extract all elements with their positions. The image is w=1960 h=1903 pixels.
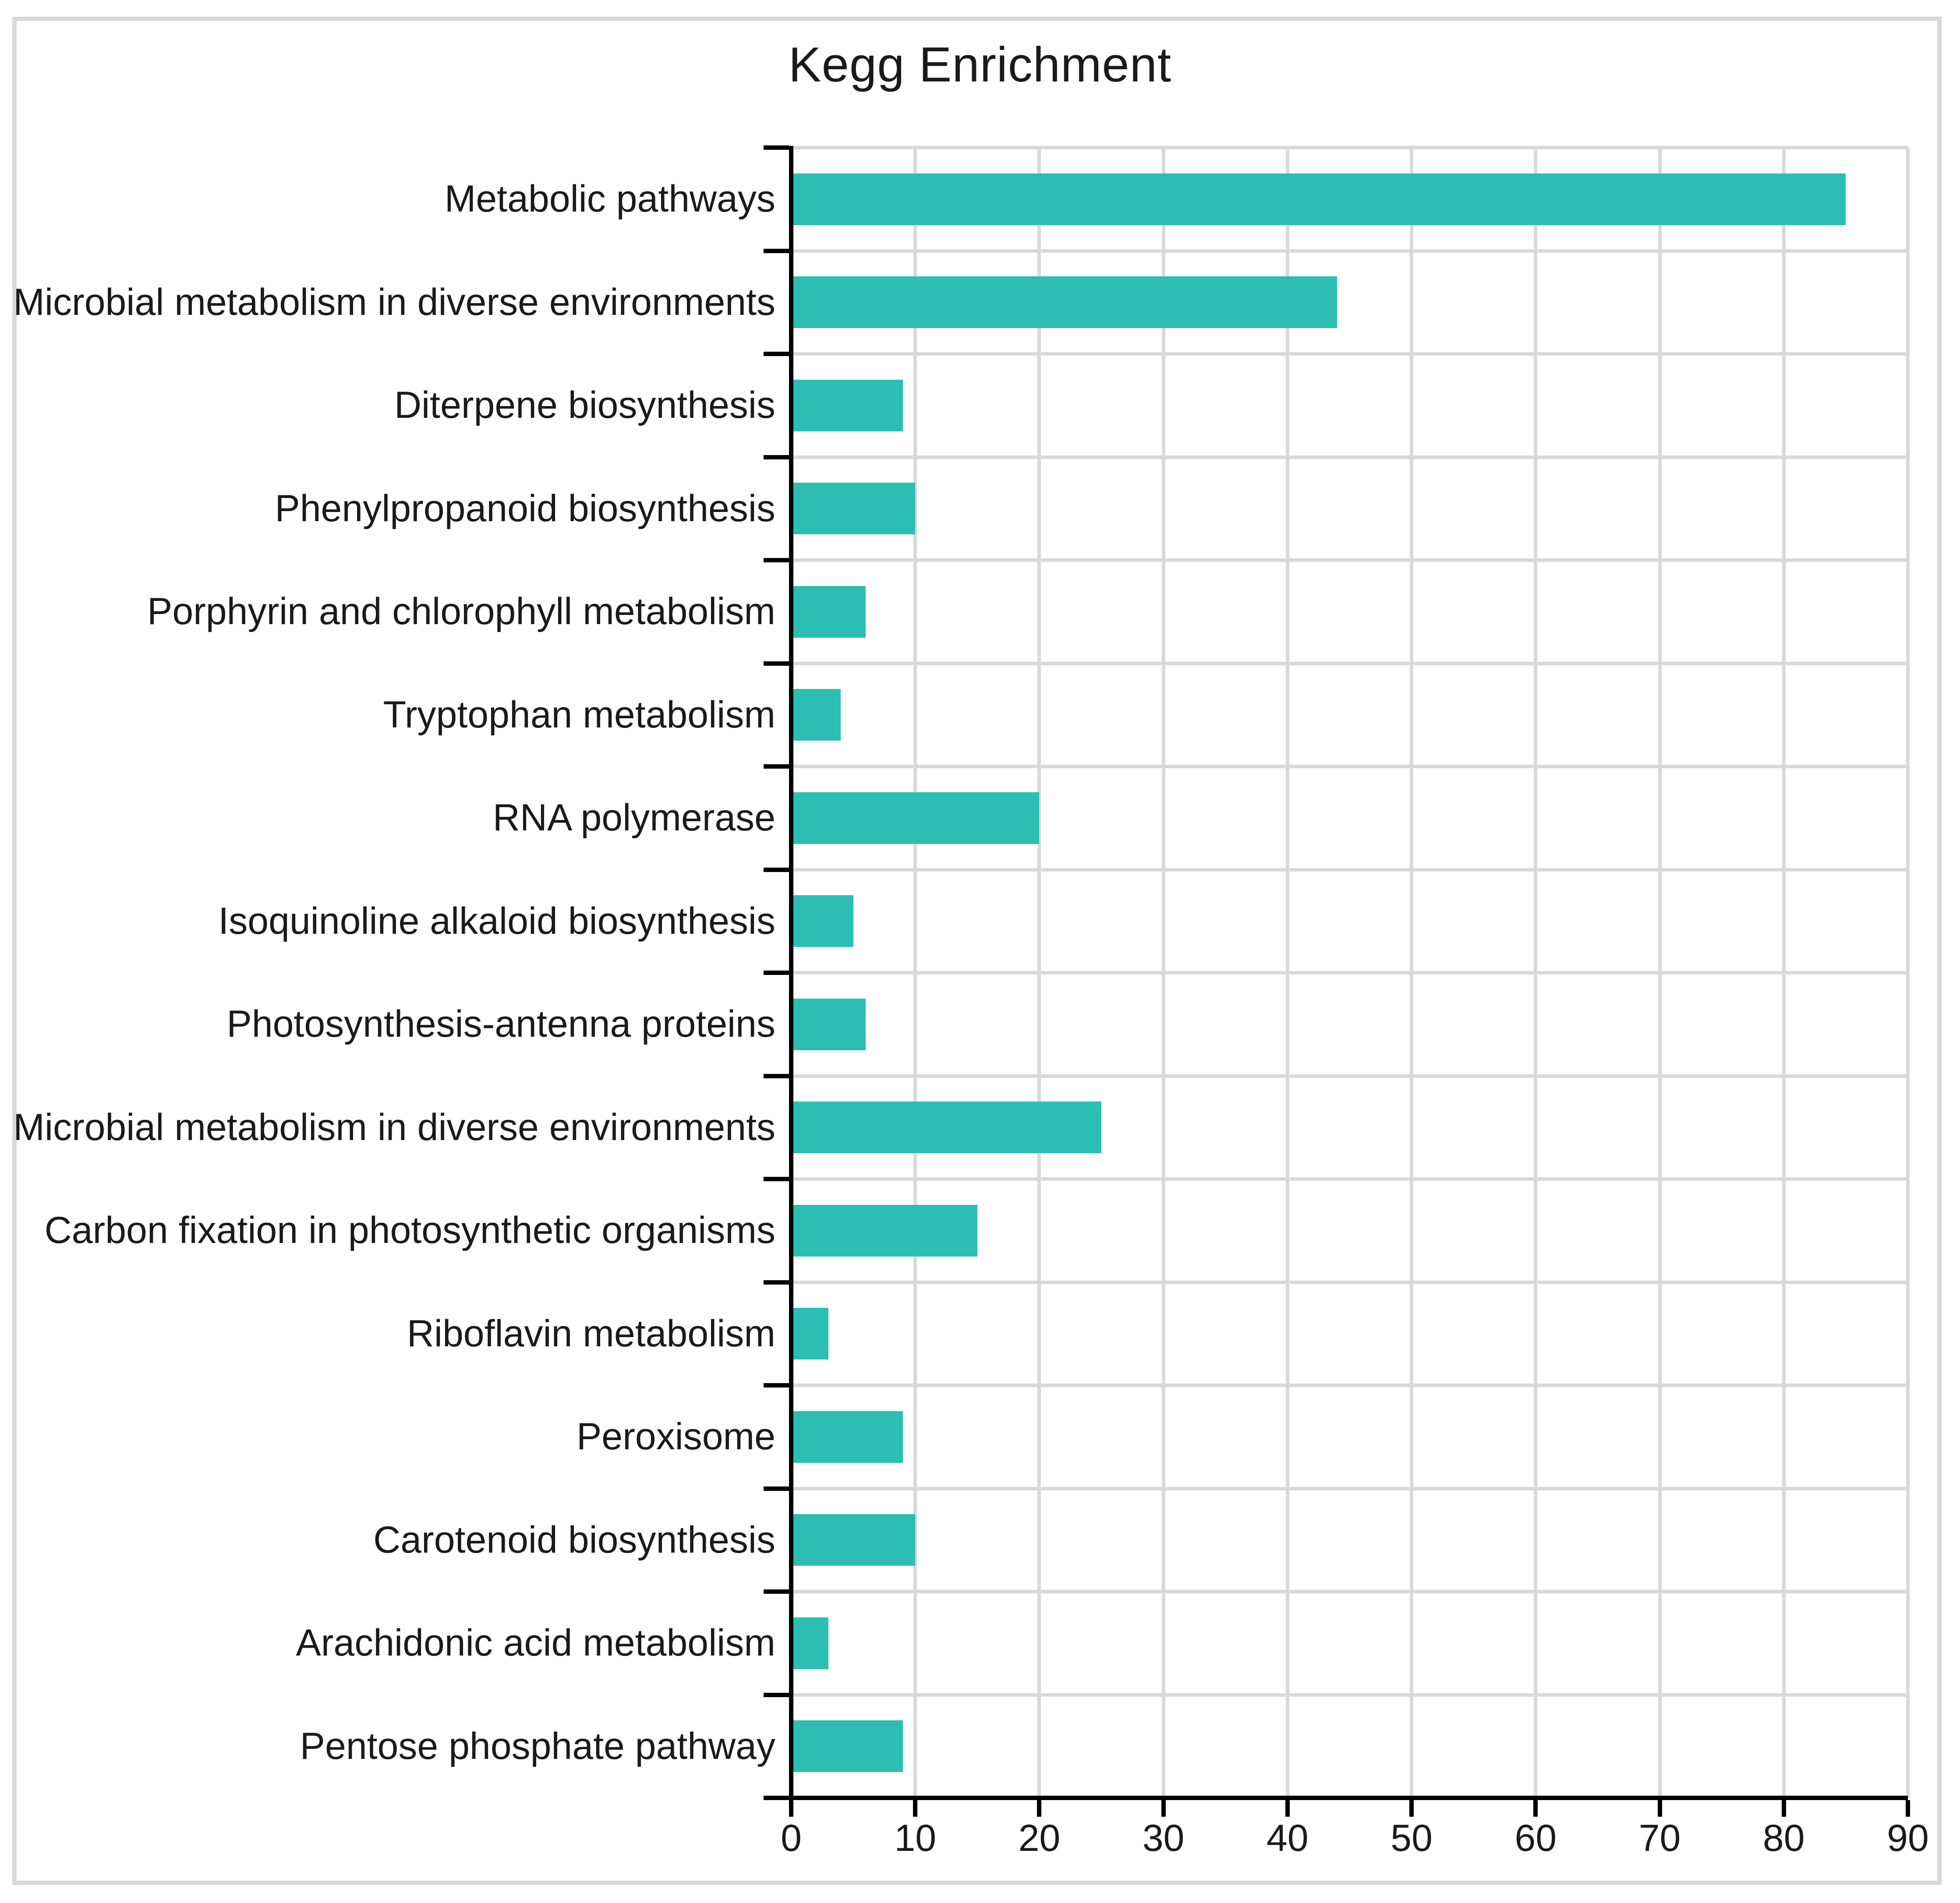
- v-gridline: [1534, 148, 1538, 1798]
- x-axis-tick: [1781, 1800, 1786, 1817]
- x-axis-tick: [1037, 1800, 1042, 1817]
- x-axis-tick: [1533, 1800, 1538, 1817]
- x-axis-tick: [789, 1800, 793, 1817]
- h-gridline: [791, 765, 1908, 768]
- bar: [793, 689, 841, 741]
- y-axis-tick: [764, 1692, 789, 1697]
- h-gridline: [791, 868, 1908, 872]
- y-axis-tick: [764, 352, 789, 356]
- x-axis-tick: [1409, 1800, 1414, 1817]
- h-gridline: [791, 455, 1908, 459]
- bar: [793, 792, 1040, 844]
- category-label: Porphyrin and chlorophyll metabolism: [147, 590, 775, 633]
- y-axis-tick: [764, 1073, 789, 1078]
- v-gridline: [1782, 148, 1786, 1798]
- h-gridline: [791, 352, 1908, 356]
- bar: [793, 895, 853, 947]
- x-axis-tick: [913, 1800, 918, 1817]
- x-axis-tick: [1657, 1800, 1662, 1817]
- y-axis-tick: [764, 455, 789, 459]
- category-label: Peroxisome: [576, 1416, 775, 1458]
- y-axis-tick: [764, 248, 789, 253]
- category-label: Photosynthesis-antenna proteins: [226, 1003, 775, 1045]
- v-gridline: [1410, 148, 1414, 1798]
- bar: [793, 1514, 916, 1566]
- h-gridline: [791, 1384, 1908, 1387]
- x-tick-label: 70: [1638, 1817, 1681, 1859]
- x-tick-label: 50: [1390, 1817, 1433, 1859]
- bar: [793, 276, 1337, 328]
- bar: [793, 1308, 828, 1360]
- h-gridline: [791, 1486, 1908, 1490]
- h-gridline: [791, 971, 1908, 974]
- h-gridline: [791, 1177, 1908, 1181]
- y-axis-tick: [764, 558, 789, 562]
- y-axis-tick: [764, 1486, 789, 1491]
- x-axis-tick: [1906, 1800, 1910, 1817]
- y-axis-tick: [764, 764, 789, 769]
- category-label: Metabolic pathways: [444, 178, 775, 220]
- y-axis-tick: [764, 971, 789, 975]
- y-axis-tick: [764, 1796, 789, 1800]
- x-tick-label: 10: [894, 1817, 937, 1859]
- h-gridline: [791, 1280, 1908, 1284]
- bar: [793, 173, 1846, 225]
- h-gridline: [791, 1590, 1908, 1593]
- chart-title: Kegg Enrichment: [788, 37, 1172, 92]
- bar: [793, 1102, 1102, 1154]
- category-label: Tryptophan metabolism: [383, 693, 775, 736]
- category-label: Carotenoid biosynthesis: [373, 1518, 775, 1561]
- y-axis-tick: [764, 1589, 789, 1594]
- x-tick-label: 90: [1887, 1817, 1929, 1859]
- category-label: Microbial metabolism in diverse environm…: [13, 281, 775, 323]
- category-label: Pentose phosphate pathway: [300, 1725, 775, 1767]
- category-label: Diterpene biosynthesis: [394, 384, 775, 427]
- category-label: Arachidonic acid metabolism: [296, 1622, 775, 1664]
- category-label: Isoquinoline alkaloid biosynthesis: [218, 900, 775, 942]
- x-axis-tick: [1161, 1800, 1166, 1817]
- bar: [793, 1411, 903, 1463]
- x-axis: [787, 1796, 1908, 1800]
- plot-area: [764, 145, 1910, 1817]
- v-gridline: [913, 148, 917, 1798]
- x-tick-label: 20: [1018, 1817, 1061, 1859]
- bar: [793, 1204, 977, 1257]
- y-axis-tick: [764, 661, 789, 666]
- x-tick-label: 80: [1762, 1817, 1805, 1859]
- y-axis-tick: [764, 867, 789, 872]
- v-gridline: [1161, 148, 1165, 1798]
- h-gridline: [791, 249, 1908, 253]
- x-axis-tick: [1285, 1800, 1290, 1817]
- x-tick-label: 30: [1142, 1817, 1185, 1859]
- h-gridline: [791, 558, 1908, 562]
- x-tick-label: 60: [1514, 1817, 1557, 1859]
- h-gridline: [791, 146, 1908, 149]
- category-label: RNA polymerase: [492, 797, 775, 839]
- bar: [793, 1720, 903, 1772]
- v-gridline: [1906, 148, 1910, 1798]
- bar: [793, 379, 903, 431]
- bar: [793, 1617, 828, 1669]
- x-tick-label: 0: [781, 1817, 802, 1859]
- v-gridline: [1285, 148, 1289, 1798]
- category-label: Phenylpropanoid biosynthesis: [275, 487, 775, 530]
- y-axis-tick: [764, 1280, 789, 1285]
- bar: [793, 483, 916, 535]
- category-label: Riboflavin metabolism: [407, 1312, 775, 1355]
- h-gridline: [791, 1074, 1908, 1078]
- h-gridline: [791, 1693, 1908, 1697]
- v-gridline: [1658, 148, 1662, 1798]
- v-gridline: [1037, 148, 1041, 1798]
- bar: [793, 998, 866, 1050]
- category-label: Carbon fixation in photosynthetic organi…: [44, 1209, 775, 1252]
- y-axis-tick: [764, 1383, 789, 1388]
- y-axis-tick: [764, 145, 789, 150]
- category-label: Microbial metabolism in diverse environm…: [13, 1106, 775, 1148]
- bar: [793, 586, 866, 638]
- y-axis-tick: [764, 1177, 789, 1181]
- y-axis: [789, 146, 793, 1802]
- h-gridline: [791, 661, 1908, 665]
- x-tick-label: 40: [1267, 1817, 1309, 1859]
